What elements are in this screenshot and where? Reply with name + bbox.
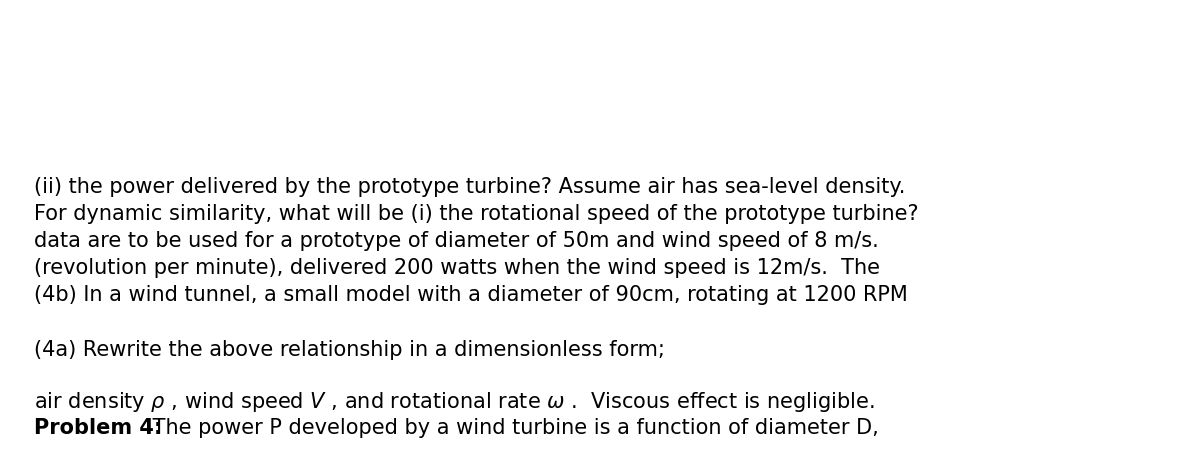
Text: air density $\rho$ , wind speed $V$ , and rotational rate $\omega$ .  Viscous ef: air density $\rho$ , wind speed $V$ , an… xyxy=(34,390,875,414)
Text: (4a) Rewrite the above relationship in a dimensionless form;: (4a) Rewrite the above relationship in a… xyxy=(34,340,665,360)
Text: (ii) the power delivered by the prototype turbine? Assume air has sea-level dens: (ii) the power delivered by the prototyp… xyxy=(34,177,905,197)
Text: The power P developed by a wind turbine is a function of diameter D,: The power P developed by a wind turbine … xyxy=(146,418,880,438)
Text: (4b) In a wind tunnel, a small model with a diameter of 90cm, rotating at 1200 R: (4b) In a wind tunnel, a small model wit… xyxy=(34,285,907,305)
Text: For dynamic similarity, what will be (i) the rotational speed of the prototype t: For dynamic similarity, what will be (i)… xyxy=(34,204,918,224)
Text: (revolution per minute), delivered 200 watts when the wind speed is 12m/s.  The: (revolution per minute), delivered 200 w… xyxy=(34,258,880,278)
Text: Problem 4:: Problem 4: xyxy=(34,418,162,438)
Text: data are to be used for a prototype of diameter of 50m and wind speed of 8 m/s.: data are to be used for a prototype of d… xyxy=(34,231,878,251)
